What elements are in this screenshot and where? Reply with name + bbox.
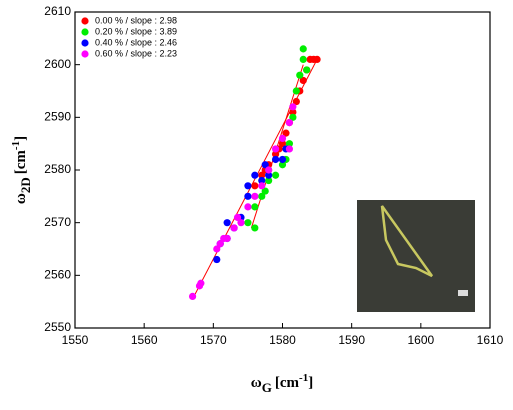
point xyxy=(223,219,231,227)
point xyxy=(251,203,259,211)
inset-spot xyxy=(458,290,468,296)
legend-label: 0.60 % / slope : 2.23 xyxy=(95,48,177,58)
point xyxy=(251,182,259,190)
point xyxy=(244,203,252,211)
point xyxy=(244,192,252,200)
label-part: -1 xyxy=(10,141,22,150)
fit-line xyxy=(192,59,318,300)
x-tick-label: 1590 xyxy=(338,333,365,347)
label-part: [cm xyxy=(13,150,29,175)
point xyxy=(278,161,287,169)
y-tick-label: 2610 xyxy=(44,4,71,18)
point xyxy=(299,76,307,85)
legend-label: 0.40 % / slope : 2.46 xyxy=(95,37,177,47)
label-part: ] xyxy=(13,136,29,141)
point xyxy=(299,45,307,53)
legend-label: 0.00 % / slope : 2.98 xyxy=(95,15,177,25)
x-tick-label: 1600 xyxy=(407,333,434,347)
point xyxy=(258,171,266,179)
point xyxy=(233,213,242,221)
point xyxy=(237,219,245,227)
y-tick-label: 2600 xyxy=(44,57,71,71)
point xyxy=(285,140,294,148)
point xyxy=(278,134,287,142)
legend-label: 0.20 % / slope : 3.89 xyxy=(95,26,177,36)
y-tick-label: 2580 xyxy=(44,162,71,176)
point xyxy=(271,171,280,179)
point xyxy=(303,66,311,74)
inset-flake xyxy=(380,205,434,278)
legend-marker xyxy=(81,50,89,58)
x-tick-label: 1610 xyxy=(477,333,504,347)
label-part: [cm xyxy=(275,375,300,391)
y-axis-label: ω2D [cm-1] xyxy=(10,136,33,204)
x-tick-label: 1550 xyxy=(62,333,89,347)
point xyxy=(258,192,266,200)
x-tick-label: 1580 xyxy=(269,333,296,347)
point xyxy=(258,182,266,190)
point xyxy=(289,113,297,121)
y-tick-label: 2550 xyxy=(44,320,71,334)
point xyxy=(230,224,238,232)
label-part: 2D xyxy=(18,177,33,193)
point xyxy=(271,145,280,153)
point xyxy=(289,103,297,111)
point xyxy=(223,234,231,243)
label-part: ω xyxy=(251,375,262,391)
y-tick-label: 2560 xyxy=(44,268,71,282)
point xyxy=(213,255,221,264)
point xyxy=(285,119,294,127)
point xyxy=(292,97,300,106)
inset-background xyxy=(357,200,475,312)
point xyxy=(244,219,252,227)
y-tick-label: 2590 xyxy=(44,110,71,124)
x-tick-label: 1560 xyxy=(131,333,158,347)
point xyxy=(265,176,273,185)
point xyxy=(265,166,273,174)
point xyxy=(251,224,259,232)
point xyxy=(258,176,266,185)
point xyxy=(265,171,273,179)
point xyxy=(251,171,259,179)
point xyxy=(271,150,280,158)
point xyxy=(285,145,294,153)
point xyxy=(278,140,287,148)
point xyxy=(289,108,297,116)
legend-marker xyxy=(81,39,89,47)
point xyxy=(244,182,252,190)
point xyxy=(299,55,307,64)
label-part: -1 xyxy=(299,372,308,384)
point xyxy=(313,55,321,64)
inset-image xyxy=(357,200,475,312)
label-part: ω xyxy=(13,193,29,204)
point xyxy=(213,245,221,253)
point xyxy=(261,187,269,195)
label-part: G xyxy=(262,380,272,395)
point xyxy=(296,71,304,79)
point xyxy=(216,240,224,248)
y-tick-label: 2570 xyxy=(44,215,71,229)
point xyxy=(251,192,259,200)
point xyxy=(292,87,300,95)
label-part: ] xyxy=(308,375,313,391)
point xyxy=(261,161,269,169)
point xyxy=(197,279,205,287)
legend-marker xyxy=(81,28,89,36)
point xyxy=(282,129,290,137)
x-axis-label: ωG [cm-1] xyxy=(251,372,313,395)
point xyxy=(271,155,280,164)
point xyxy=(278,155,287,164)
legend-marker xyxy=(81,17,89,25)
point xyxy=(188,292,197,300)
x-tick-label: 1570 xyxy=(200,333,227,347)
